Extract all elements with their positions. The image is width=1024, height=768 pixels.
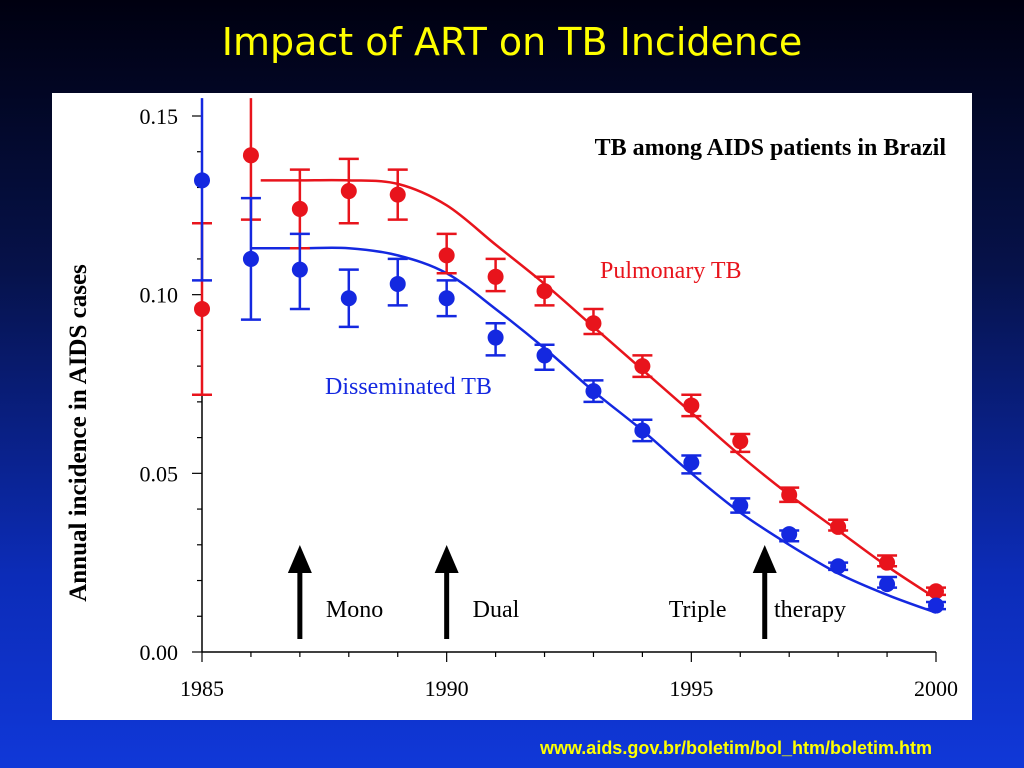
slide-title: Impact of ART on TB Incidence	[221, 20, 803, 64]
x-tick-label: 1985	[180, 676, 224, 701]
disseminated-data-point	[781, 526, 798, 543]
therapy-arrow-head	[434, 545, 459, 573]
pulmonary-data-point	[438, 247, 455, 264]
pulmonary-data-point	[389, 186, 406, 203]
y-tick-label: 0.10	[140, 283, 179, 308]
disseminated-data-point	[291, 261, 308, 278]
disseminated-data-point	[732, 497, 749, 514]
pulmonary-data-point	[634, 358, 651, 375]
pulmonary-data-point	[194, 300, 210, 317]
disseminated-data-point	[389, 275, 406, 292]
disseminated-data-point	[242, 250, 259, 267]
disseminated-data-point	[194, 172, 210, 189]
incidence-chart: 1985 1990 1995 2000 0.00 0.05 0.10 0.15 Mono Dua…	[65, 98, 959, 701]
y-tick-label: 0.00	[140, 640, 179, 665]
chart-title: TB among AIDS patients in Brazil	[595, 135, 947, 161]
therapy-label-triple: Triple	[669, 597, 727, 623]
y-tick-label: 0.15	[140, 104, 179, 129]
therapy-arrow-head	[287, 545, 312, 573]
pulmonary-data-point	[830, 518, 847, 535]
disseminated-data-point	[879, 576, 896, 593]
disseminated-data-point	[487, 329, 504, 346]
pulmonary-data-point	[487, 268, 504, 285]
disseminated-data-point	[928, 597, 944, 614]
pulmonary-data-point	[242, 147, 259, 164]
therapy-label-mono: Mono	[326, 597, 383, 623]
annotations: Mono Dual Triple	[287, 545, 777, 639]
disseminated-data-point	[830, 558, 847, 575]
disseminated-data-point	[438, 290, 455, 307]
source-url[interactable]: www.aids.gov.br/boletim/bol_htm/boletim.…	[539, 738, 932, 758]
pulmonary-tb-label: Pulmonary TB	[600, 258, 742, 284]
y-axis-label: Annual incidence in AIDS cases	[65, 264, 92, 602]
disseminated-data-point	[683, 454, 700, 471]
disseminated-data-point	[585, 383, 602, 400]
therapy-label: therapy	[774, 597, 846, 623]
disseminated-data-point	[340, 290, 357, 307]
pulmonary-data-point	[781, 486, 798, 503]
therapy-label-dual: Dual	[473, 597, 520, 623]
x-tick-label: 1990	[425, 676, 469, 701]
pulmonary-data-point	[291, 200, 308, 217]
x-tick-label: 2000	[914, 676, 958, 701]
pulmonary-data-point	[340, 183, 357, 200]
pulmonary-data-point	[536, 283, 553, 300]
axes: 1985 1990 1995 2000 0.00 0.05 0.10 0.15	[140, 104, 959, 701]
y-tick-label: 0.05	[140, 461, 179, 486]
pulmonary-data-point	[879, 554, 896, 571]
x-tick-label: 1995	[669, 676, 713, 701]
therapy-arrow-head	[752, 545, 777, 573]
disseminated-data-point	[536, 347, 553, 364]
disseminated-data-point	[634, 422, 651, 439]
disseminated-tb-label: Disseminated TB	[325, 374, 492, 400]
pulmonary-data-point	[928, 583, 944, 600]
chart-panel: 1985 1990 1995 2000 0.00 0.05 0.10 0.15 Mono Dua…	[52, 93, 972, 720]
pulmonary-data-point	[585, 315, 602, 332]
pulmonary-data-point	[732, 433, 749, 450]
data-points	[192, 98, 946, 614]
pulmonary-data-point	[683, 397, 700, 414]
